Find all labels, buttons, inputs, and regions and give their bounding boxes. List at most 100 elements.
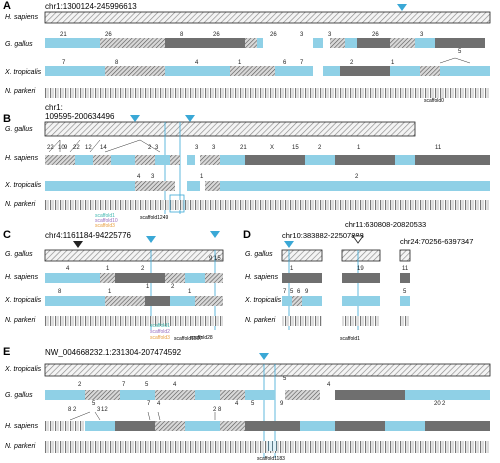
scaffold-label: scaffold2 [150,329,170,335]
synteny-block [165,66,230,76]
synteny-block [313,38,323,48]
synteny-block [170,296,195,306]
synteny-block [195,390,220,400]
scaffold-label: scaffold1 [95,213,115,219]
reference-chromosome [281,249,323,262]
block-number: 8 [58,289,62,295]
synteny-block [85,421,115,431]
synteny-block [155,155,170,165]
synteny-block [345,38,357,48]
species-label: G. gallus [5,392,33,399]
block-number: 2 [442,401,446,407]
block-number: 9 [64,145,68,151]
block-number: 19 [357,266,364,272]
connector-line [48,139,61,153]
synteny-block [220,181,275,191]
synteny-block [400,316,410,326]
block-number: 1 [108,289,112,295]
block-number: 3 [151,174,155,180]
scaffold-label: scaffold1183 [257,456,285,462]
species-label: G. gallus [5,126,33,133]
reference-chromosome [44,11,491,24]
synteny-block [292,296,302,306]
synteny-block [185,421,220,431]
synteny-block [282,296,292,306]
block-number: 5 [283,376,287,382]
highlight-box [169,194,185,213]
breakpoint-marker [146,236,156,243]
synteny-block [45,273,100,283]
synteny-block [195,296,223,306]
synteny-block [145,296,170,306]
species-label: G. gallus [5,41,33,48]
block-number: 1 [357,145,361,151]
block-number: 2 [350,60,354,66]
synteny-block [340,66,390,76]
synteny-block [120,390,155,400]
breakpoint-marker [259,353,269,360]
synteny-block [285,390,320,400]
synteny-block [405,390,490,400]
block-number: 1 [188,289,192,295]
synteny-block [155,421,185,431]
synteny-block [45,296,105,306]
block-number: 15 [292,145,299,151]
synteny-block [155,390,195,400]
panel-a-header: chr1:1300124-245996613 [45,2,137,11]
synteny-block [105,66,165,76]
scaffold-label: scaffold1249 [140,215,168,221]
synteny-block [335,390,405,400]
synteny-block [400,296,410,306]
synteny-block [267,441,277,451]
block-number: 5 [251,401,255,407]
block-number: 3 [328,32,332,38]
synteny-block [165,38,245,48]
synteny-block [440,66,490,76]
block-number: 2 [171,284,175,290]
synteny-block [342,273,380,283]
breakpoint-marker [352,235,364,244]
synteny-block [342,296,380,306]
block-number: 1 [200,174,204,180]
block-number: 7 [283,289,287,295]
synteny-block [342,316,380,326]
block-number: 5 [145,382,149,388]
block-number: 9 [280,401,284,407]
synteny-block [45,390,85,400]
panel-c-letter: C [3,229,11,241]
synteny-block [75,155,93,165]
block-number: 8 [115,60,119,66]
species-label: G. gallus [5,251,33,258]
block-number: 4 [327,382,331,388]
block-number: 8 [180,32,184,38]
block-number: 26 [270,32,277,38]
block-number: 7 [147,401,151,407]
synteny-block [100,273,115,283]
synteny-block [200,155,220,165]
species-label: N. parkeri [5,201,36,208]
synteny-block [230,66,275,76]
species-label: H. sapiens [245,274,279,281]
block-number: 2 [73,407,77,413]
species-label: H. sapiens [5,423,39,430]
species-label: X. tropicalis [4,182,42,189]
block-number: 5 [458,49,462,55]
reference-chromosome [44,121,416,137]
species-label: X. tropicalis [4,297,42,304]
connector-line [147,411,151,421]
synteny-block [275,66,313,76]
connector-line [69,411,91,421]
block-number: 3 [97,407,101,413]
block-number: 4 [173,382,177,388]
synteny-block [205,181,220,191]
breakpoint-marker [73,241,83,248]
block-number: 3 [212,145,216,151]
panel-b-header: chr1: [45,103,63,112]
synteny-block [45,421,85,431]
synteny-block [220,421,245,431]
connector-line [439,57,456,64]
synteny-block [245,421,300,431]
block-number: 26 [105,32,112,38]
block-number: 6 [297,289,301,295]
